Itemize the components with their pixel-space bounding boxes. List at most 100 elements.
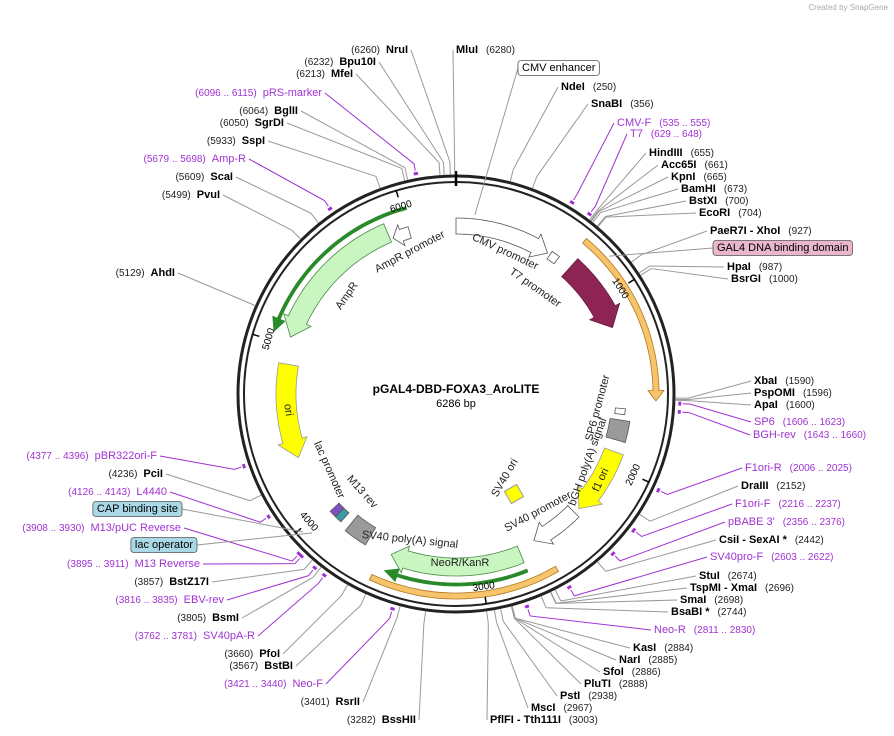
- cut-site: [340, 584, 348, 596]
- cut-site: [396, 606, 401, 619]
- enzyme-label: Acc65I (661): [661, 159, 728, 171]
- enzyme-label: (3567) BstBI: [229, 660, 293, 672]
- leader-line: [605, 200, 687, 218]
- label-part: (6232): [304, 57, 333, 68]
- enzyme-label: (6260) NruI: [351, 44, 408, 56]
- label-part: Bpu10I: [339, 56, 376, 68]
- primer-site: [524, 604, 530, 609]
- cut-site: [592, 212, 601, 223]
- label-part: BstBI: [264, 660, 293, 672]
- label-part: Neo-F: [292, 678, 323, 690]
- label-part: (3816 .. 3835): [115, 595, 177, 606]
- leader-line: [202, 558, 301, 565]
- ring-tick-label: 2000: [624, 462, 643, 487]
- leader-line: [324, 92, 416, 171]
- ring-tick-label: 5000: [261, 327, 278, 352]
- cut-site: [510, 606, 515, 619]
- ring-tick: [395, 190, 399, 198]
- label-part: BsrGI: [731, 273, 761, 285]
- primer-site: [569, 199, 575, 205]
- cut-site: [291, 229, 301, 240]
- leader-line: [300, 110, 406, 169]
- primer-site: [610, 551, 616, 557]
- leader-line: [596, 152, 647, 211]
- label-part: TspMI - XmaI: [690, 582, 757, 594]
- label-part: (655): [691, 148, 714, 159]
- callout-box: [92, 501, 183, 517]
- feature-shape: [561, 258, 621, 329]
- enzyme-label: MscI (2967): [531, 702, 592, 714]
- label-part: (4126 .. 4143): [68, 487, 130, 498]
- enzyme-label: SnaBI (356): [591, 98, 654, 110]
- label-part: (3660): [224, 649, 253, 660]
- cut-site: [423, 611, 427, 624]
- feature-shape: [344, 514, 377, 546]
- label-part: (987): [759, 262, 782, 273]
- feature-shape: [283, 223, 393, 338]
- primer-site: [266, 514, 271, 520]
- label-part: (1590): [785, 376, 814, 387]
- leader-line: [600, 188, 679, 214]
- enzyme-label: MluI (6280): [456, 44, 515, 56]
- label-part: BGH-rev: [753, 429, 796, 441]
- label-part: (3805): [177, 613, 206, 624]
- label-part: HindIII: [649, 147, 683, 159]
- enzyme-label: PaeR7I - XhoI (927): [710, 225, 812, 237]
- cut-site: [554, 589, 562, 602]
- leader-line: [687, 380, 752, 399]
- label-part: (927): [788, 226, 811, 237]
- label-part: SV40pA-R: [203, 630, 255, 642]
- cut-site: [249, 494, 262, 502]
- label-part: (704): [738, 208, 761, 219]
- ring-tick: [628, 278, 635, 284]
- cut-site: [590, 211, 600, 222]
- feature-label: T7 promoter: [507, 266, 563, 310]
- leader-line: [362, 618, 398, 703]
- label-part: NarI: [619, 654, 640, 666]
- label-part: SfoI: [603, 666, 624, 678]
- leader-line: [609, 247, 714, 257]
- label-part: (2967): [563, 703, 592, 714]
- label-part: (661): [704, 160, 727, 171]
- enzyme-label: (5933) SspI: [207, 135, 265, 147]
- leader-line: [502, 620, 558, 697]
- primer-label: (3908 .. 3930) M13/pUC Reverse: [22, 522, 181, 534]
- enzyme-label: (5609) ScaI: [175, 171, 233, 183]
- label-part: (4236): [109, 469, 138, 480]
- leader-line: [355, 73, 440, 163]
- cut-site: [493, 610, 498, 623]
- primer-label: (6096 .. 6115) pRS-marker: [195, 87, 322, 99]
- enzyme-label: (3282) BssHII: [347, 714, 416, 726]
- label-part: (2886): [632, 667, 661, 678]
- ring-tick: [484, 596, 487, 604]
- primer-site: [413, 171, 419, 176]
- label-part: DraIII: [741, 480, 769, 492]
- label-part: AhdI: [151, 267, 175, 279]
- label-part: (6050): [220, 118, 249, 129]
- leader-line: [165, 473, 251, 502]
- leader-line: [649, 485, 739, 522]
- primer-label: pBABE 3' (2356 .. 2376): [728, 516, 845, 528]
- primer-label: (5679 .. 5698) Amp-R: [144, 153, 247, 165]
- cut-site: [360, 593, 367, 606]
- callout-label: lac operator: [135, 539, 193, 551]
- label-part: NdeI: [561, 81, 585, 93]
- label-part: Neo-R: [654, 624, 686, 636]
- label-part: BsmI: [212, 612, 239, 624]
- feature-shape: [368, 565, 560, 600]
- feature-label: SV40 poly(A) signal: [361, 529, 458, 551]
- leader-line: [641, 230, 708, 256]
- label-part: (2006 .. 2025): [790, 463, 852, 474]
- primer-label: (4377 .. 4396) pBR322ori-F: [26, 450, 157, 462]
- ring-tick: [252, 333, 260, 338]
- label-part: (5679 .. 5698): [144, 154, 206, 165]
- label-part: Amp-R: [212, 153, 246, 165]
- leader-line: [222, 194, 292, 231]
- primer-label: F1ori-R (2006 .. 2025): [745, 462, 852, 474]
- enzyme-label: HindIII (655): [649, 147, 714, 159]
- label-part: (4377 .. 4396): [26, 451, 88, 462]
- plasmid-size: 6286 bp: [436, 398, 476, 410]
- enzyme-label: (6213) MfeI: [296, 68, 353, 80]
- primer-site: [299, 554, 305, 559]
- enzyme-label: PluTI (2888): [584, 678, 648, 690]
